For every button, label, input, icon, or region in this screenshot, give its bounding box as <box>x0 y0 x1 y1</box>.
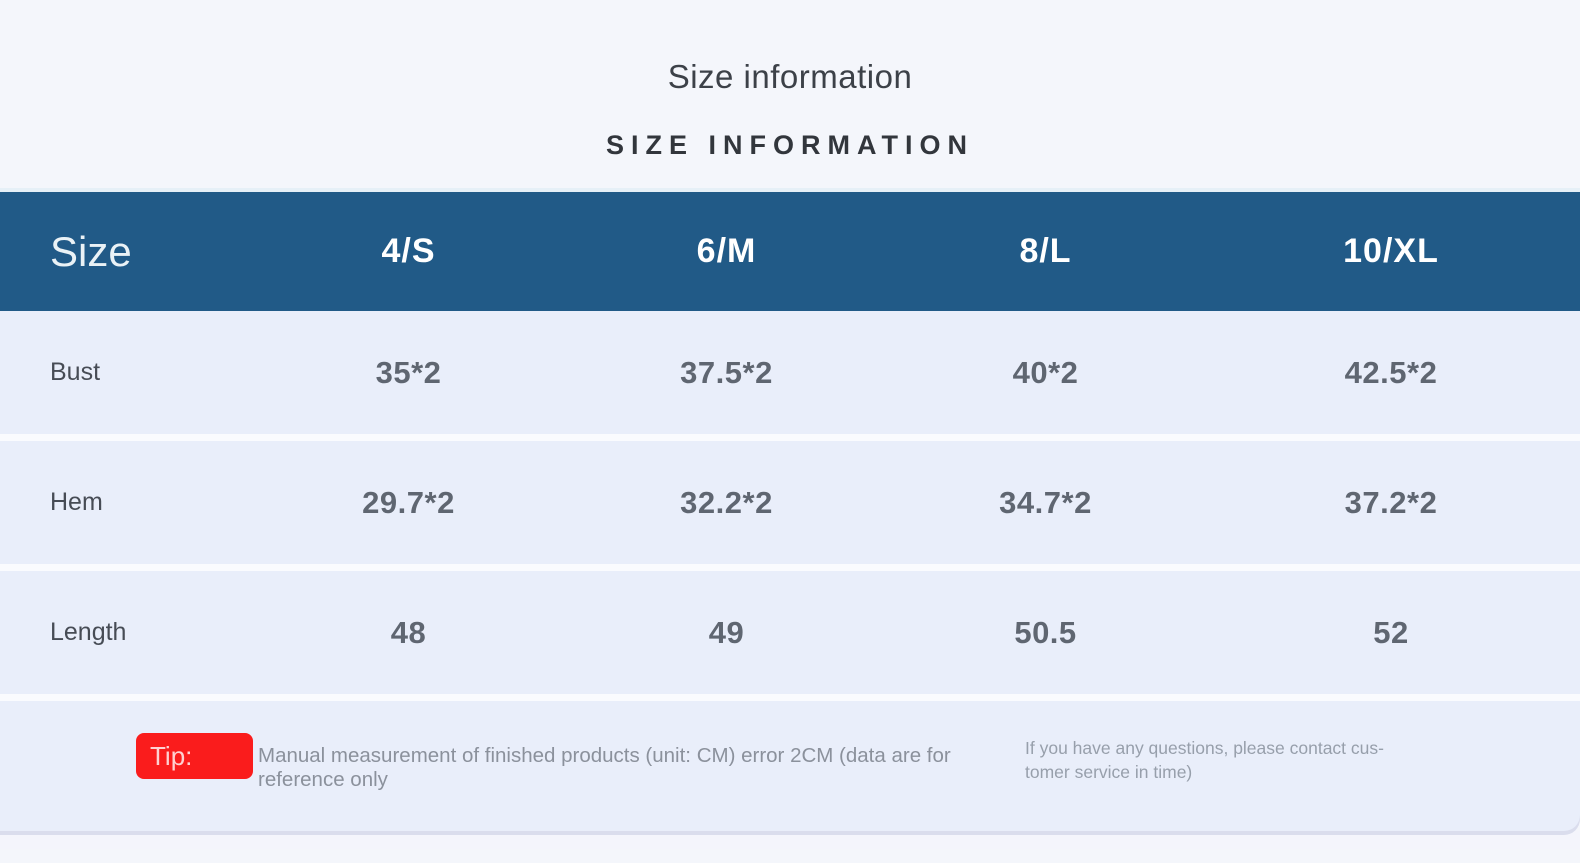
row-divider <box>0 694 1580 701</box>
length-value-6m: 49 <box>708 614 745 650</box>
row-label-hem: Hem <box>50 488 103 516</box>
tip-note: If you have any questions, please contac… <box>1025 737 1385 784</box>
hem-value-10xl: 37.2*2 <box>1344 484 1438 520</box>
row-divider <box>0 434 1580 441</box>
size-info-section-header: Size information SIZE INFORMATION <box>0 0 1580 161</box>
tip-row: Tip: Manual measurement of finished prod… <box>0 701 1580 831</box>
size-table: Size 4/S 6/M 8/L 10/XL Bust 35*2 37.5*2 … <box>0 192 1580 849</box>
bust-value-8l: 40*2 <box>1012 354 1079 390</box>
hem-value-4s: 29.7*2 <box>362 484 455 520</box>
hem-value-8l: 34.7*2 <box>999 484 1092 520</box>
row-label-bust: Bust <box>50 358 101 386</box>
row-divider <box>0 564 1580 571</box>
table-top-accent-strip <box>0 188 1580 192</box>
size-column-header-4s: 4/S <box>381 232 436 270</box>
size-column-header-6m: 6/M <box>696 232 757 270</box>
tip-note-line1: If you have any questions, please contac… <box>1025 738 1384 758</box>
bust-value-4s: 35*2 <box>375 354 442 390</box>
size-column-header-8l: 8/L <box>1019 232 1072 270</box>
length-value-8l: 50.5 <box>1014 614 1077 650</box>
page-title: Size information <box>667 58 913 95</box>
bust-value-6m: 37.5*2 <box>680 354 773 390</box>
tip-note-line2: tomer service in time) <box>1025 761 1193 782</box>
row-label-length: Length <box>50 618 127 646</box>
table-row-bust: Bust 35*2 37.5*2 40*2 42.5*2 <box>0 311 1580 434</box>
length-value-10xl: 52 <box>1373 614 1409 650</box>
page-background-strip <box>0 831 1580 849</box>
size-table-header-label: Size <box>50 227 132 275</box>
length-value-4s: 48 <box>390 614 427 650</box>
table-row-hem: Hem 29.7*2 32.2*2 34.7*2 37.2*2 <box>0 441 1580 564</box>
size-column-header-10xl: 10/XL <box>1343 232 1439 270</box>
hem-value-6m: 32.2*2 <box>680 484 773 520</box>
bust-value-10xl: 42.5*2 <box>1344 354 1438 390</box>
tip-badge: Tip: <box>136 733 253 779</box>
table-row-length: Length 48 49 50.5 52 <box>0 571 1580 694</box>
size-table-header-row: Size 4/S 6/M 8/L 10/XL <box>0 192 1580 311</box>
tip-text: Manual measurement of finished products … <box>258 744 951 791</box>
page-subtitle: SIZE INFORMATION <box>606 130 974 160</box>
